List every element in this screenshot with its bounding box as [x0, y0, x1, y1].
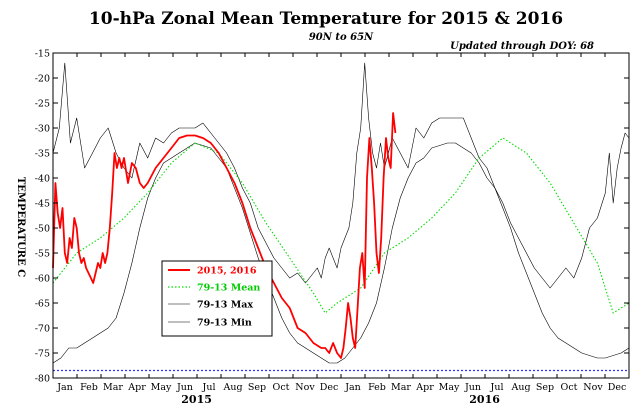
year-label: 2016 — [469, 393, 500, 406]
y-tick-label: -15 — [35, 49, 50, 60]
series-line-mean — [52, 137, 630, 314]
x-tick-label: Aug — [222, 382, 242, 393]
x-tick-label: Mar — [391, 382, 411, 393]
x-tick-label: Dec — [608, 382, 627, 393]
plot-frame — [52, 52, 630, 379]
x-tick-label: Sep — [536, 382, 554, 393]
plot-area — [52, 62, 630, 372]
y-tick-label: -70 — [35, 324, 50, 335]
y-tick-label: -50 — [35, 224, 50, 235]
legend-label-max: 79-13 Max — [197, 300, 253, 311]
legend-box — [161, 260, 273, 337]
x-axis-ticks: Jan Feb Mar Apr May Jun Jul Aug Sep Oct Nov Dec Jan F… — [56, 53, 626, 406]
x-tick-label: May — [151, 382, 172, 393]
x-tick-label: Oct — [561, 382, 578, 393]
x-tick-label: Jan — [344, 382, 361, 393]
x-tick-label: Jul — [202, 382, 216, 393]
x-tick-label: Dec — [320, 382, 339, 393]
y-axis-label: TEMPERATURE C — [15, 177, 26, 277]
x-tick-label: Jan — [56, 382, 73, 393]
y-tick-label: -55 — [35, 249, 50, 260]
x-tick-label: May — [439, 382, 460, 393]
legend: 2015, 2016 79-13 Mean 79-13 Max 79-13 Mi… — [161, 260, 273, 337]
chart-subtitle: 90N to 65N — [309, 32, 374, 43]
x-tick-label: Nov — [583, 382, 603, 393]
y-tick-label: -45 — [35, 199, 50, 210]
y-tick-label: -35 — [35, 149, 50, 160]
x-tick-label: Oct — [273, 382, 290, 393]
x-tick-label: Jun — [176, 382, 193, 393]
x-tick-label: Jul — [490, 382, 504, 393]
chart-title: 10-hPa Zonal Mean Temperature for 2015 &… — [89, 9, 563, 29]
x-tick-label: Feb — [80, 382, 98, 393]
x-tick-label: Mar — [103, 382, 123, 393]
y-tick-label: -80 — [35, 374, 50, 385]
legend-label-mean: 79-13 Mean — [197, 283, 260, 294]
year-label: 2015 — [181, 393, 212, 406]
x-tick-label: Jun — [464, 382, 481, 393]
x-tick-label: Nov — [295, 382, 315, 393]
y-tick-label: -30 — [35, 124, 50, 135]
updated-label: Updated through DOY: 68 — [450, 41, 594, 52]
x-tick-label: Apr — [127, 382, 146, 393]
legend-label-obs: 2015, 2016 — [197, 266, 257, 277]
x-tick-label: Feb — [368, 382, 386, 393]
series-line-min — [52, 142, 630, 364]
y-tick-label: -75 — [35, 349, 50, 360]
y-axis-ticks: -15 -20 -25 -30 -35 -40 -45 -50 -55 -60 -65 -70 -75 -… — [35, 49, 629, 385]
series-line-max — [52, 62, 630, 289]
series-line-obs-2015-2016 — [52, 112, 397, 359]
y-tick-label: -25 — [35, 99, 50, 110]
x-tick-label: Aug — [510, 382, 530, 393]
x-tick-label: Sep — [248, 382, 266, 393]
y-tick-label: -60 — [35, 274, 50, 285]
y-tick-label: -40 — [35, 174, 50, 185]
y-tick-label: -65 — [35, 299, 50, 310]
x-tick-label: Apr — [415, 382, 434, 393]
y-tick-label: -20 — [35, 74, 50, 85]
legend-label-min: 79-13 Min — [197, 318, 252, 329]
